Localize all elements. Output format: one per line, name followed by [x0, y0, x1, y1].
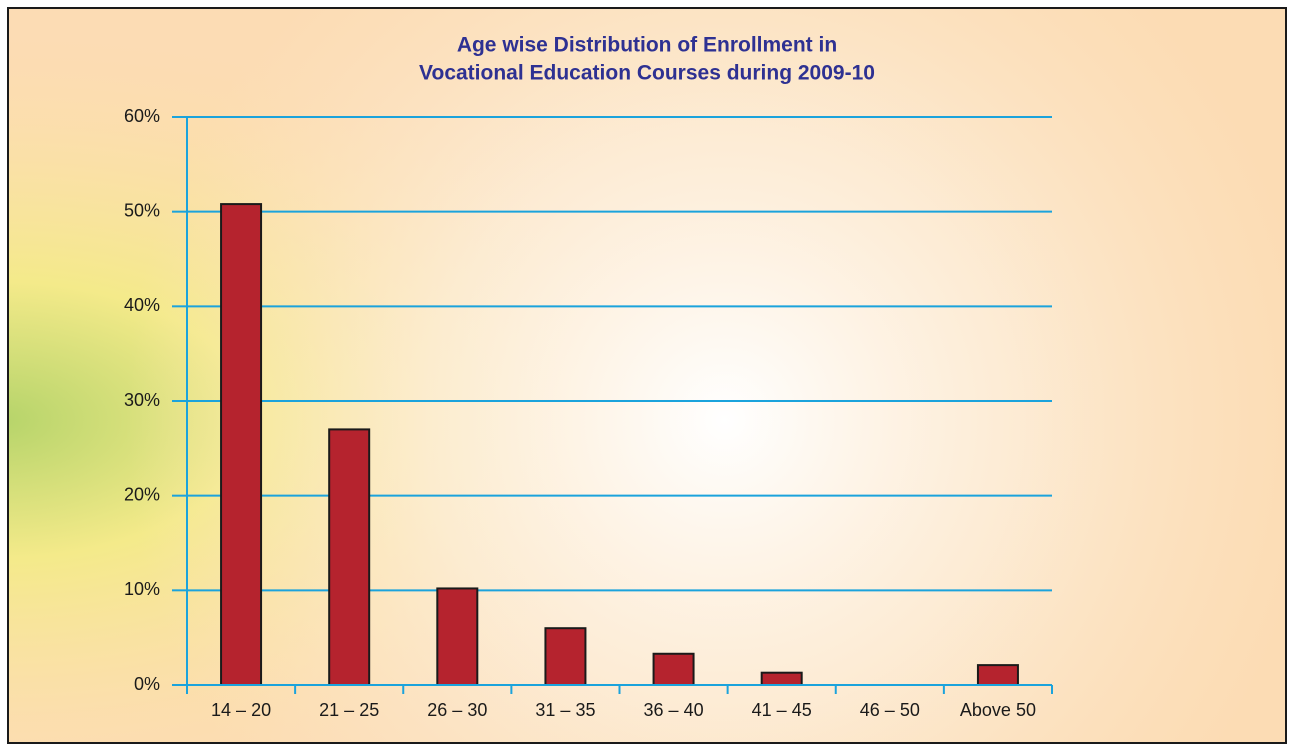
x-tick-label: 26 – 30 — [427, 700, 487, 720]
x-tick-label: 36 – 40 — [644, 700, 704, 720]
bar — [220, 203, 263, 687]
bar — [436, 587, 479, 686]
x-tick-label: Above 50 — [960, 700, 1036, 720]
x-tick-label: 31 – 35 — [535, 700, 595, 720]
bar — [544, 627, 587, 687]
y-tick-label: 10% — [124, 579, 160, 599]
bar — [328, 428, 371, 686]
x-tick-label: 21 – 25 — [319, 700, 379, 720]
chart-title: Vocational Education Courses during 2009… — [419, 62, 875, 85]
bar — [652, 652, 695, 687]
y-tick-label: 30% — [124, 390, 160, 410]
y-tick-label: 60% — [124, 106, 160, 126]
y-tick-label: 40% — [124, 295, 160, 315]
x-tick-label: 46 – 50 — [860, 700, 920, 720]
y-tick-label: 0% — [134, 674, 160, 694]
y-tick-label: 50% — [124, 200, 160, 220]
bar — [976, 664, 1019, 686]
x-tick-label: 41 – 45 — [752, 700, 812, 720]
background-highlight — [9, 9, 1285, 742]
y-tick-label: 20% — [124, 484, 160, 504]
chart-title: Age wise Distribution of Enrollment in — [457, 34, 837, 57]
bar — [760, 671, 803, 687]
x-tick-label: 14 – 20 — [211, 700, 271, 720]
